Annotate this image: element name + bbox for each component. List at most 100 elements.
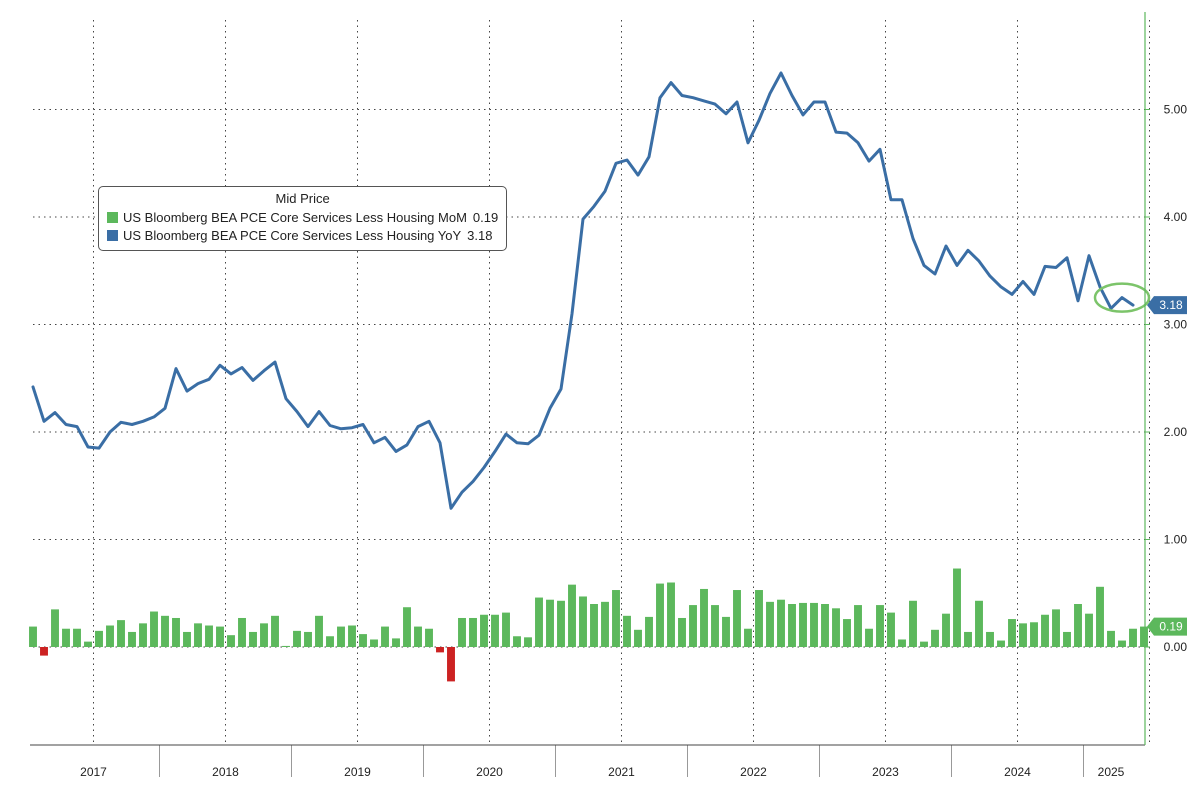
bar-mom-59 [678,617,686,647]
bar-mom-73 [832,608,840,647]
bar-mom-25 [304,631,312,647]
bar-mom-83 [942,613,950,647]
bar-mom-62 [711,605,719,647]
last-value-yoy: 3.18 [1147,296,1187,315]
axes: 0.00 1.00 2.00 3.00 4.00 5.00 2017 2018 2019 2020… [30,12,1187,779]
legend-entry-yoy: US Bloomberg BEA PCE Core Services Less … [107,226,498,244]
bar-mom-69 [788,604,796,647]
bar-mom-22 [271,615,279,647]
bar-mom-96 [1085,613,1093,647]
bar-mom-6 [95,630,103,647]
bar-mom-80 [909,600,917,647]
bar-mom-91 [1030,622,1038,647]
bar-mom-87 [986,631,994,647]
bar-mom-63 [722,616,730,647]
bar-mom-88 [997,640,1005,647]
bar-mom-66 [755,590,763,647]
legend-value-yoy: 3.18 [467,227,493,243]
bar-mom-30 [359,634,367,647]
bar-mom-40 [469,617,477,647]
bar-mom-38 [447,647,455,682]
bar-mom-19 [238,617,246,647]
bar-mom-67 [766,601,774,647]
bar-mom-92 [1041,614,1049,647]
bar-mom-54 [623,615,631,647]
last-value-yoy-text: 3.18 [1159,298,1183,312]
bar-mom-20 [249,631,257,647]
bar-mom-61 [700,588,708,647]
bar-mom-52 [601,601,609,647]
bar-mom-5 [84,641,92,647]
bar-mom-31 [370,639,378,647]
bar-mom-36 [425,628,433,647]
bar-mom-44 [513,636,521,647]
bar-mom-85 [964,631,972,647]
last-value-mom-text: 0.19 [1159,620,1183,634]
bar-mom-64 [733,590,741,647]
legend-label-yoy: US Bloomberg BEA PCE Core Services Less … [123,227,462,243]
bar-mom-27 [326,636,334,647]
bar-mom-74 [843,619,851,647]
bar-mom-14 [183,631,191,647]
last-value-mom-box [1147,617,1187,636]
x-label-2020: 2020 [476,765,503,779]
bar-mom-84 [953,568,961,647]
bar-mom-7 [106,625,114,647]
bar-mom-89 [1008,619,1016,647]
bar-mom-97 [1096,586,1104,647]
bar-mom-41 [480,614,488,647]
bar-mom-39 [458,617,466,647]
bar-mom-70 [799,602,807,647]
x-label-2019: 2019 [344,765,371,779]
bar-mom-51 [590,604,598,647]
bar-mom-50 [579,596,587,647]
y-tick-label-0: 0.00 [1164,640,1188,654]
legend-swatch-mom [107,211,118,223]
y-tick-label-3: 3.00 [1164,318,1188,332]
y-tick-label-4: 4.00 [1164,210,1188,224]
bar-mom-76 [865,628,873,647]
legend-value-mom: 0.19 [472,209,499,225]
bar-mom-32 [381,626,389,647]
bar-mom-57 [656,583,664,647]
gridlines [33,20,1150,745]
bar-mom-95 [1074,604,1082,647]
bar-mom-79 [898,639,906,647]
bar-mom-11 [150,611,158,647]
bar-mom-12 [161,615,169,647]
y-tick-label-1: 1.00 [1164,533,1188,547]
bar-mom-1 [40,647,48,656]
bar-mom-47 [546,599,554,647]
legend-label-mom: US Bloomberg BEA PCE Core Services Less … [123,209,467,225]
bar-mom-68 [777,599,785,647]
bar-mom-100 [1129,628,1137,647]
legend-swatch-yoy [107,229,118,241]
bar-mom-8 [117,620,125,647]
bar-mom-90 [1019,623,1027,647]
x-label-2021: 2021 [608,765,635,779]
bar-mom-99 [1118,640,1126,647]
bar-mom-34 [403,607,411,647]
bar-mom-9 [128,631,136,647]
bar-mom-29 [348,625,356,647]
bar-mom-33 [392,638,400,647]
bar-mom-13 [172,617,180,647]
bar-mom-15 [194,623,202,647]
bar-mom-71 [810,602,818,647]
bar-mom-23 [282,645,290,647]
bar-mom-56 [645,616,653,647]
bar-mom-21 [260,623,268,647]
bar-mom-94 [1063,631,1071,647]
bar-mom-35 [414,626,422,647]
bar-mom-55 [634,629,642,647]
line-yoy [31,71,1135,510]
bar-mom-26 [315,615,323,647]
bar-mom-37 [436,647,444,653]
bar-mom-78 [887,612,895,647]
bar-mom-43 [502,612,510,647]
y-tick-label-5: 5.00 [1164,103,1188,117]
legend-title: Mid Price [275,191,330,206]
bar-mom-46 [535,597,543,647]
bar-mom-77 [876,605,884,647]
bar-mom-45 [524,637,532,647]
